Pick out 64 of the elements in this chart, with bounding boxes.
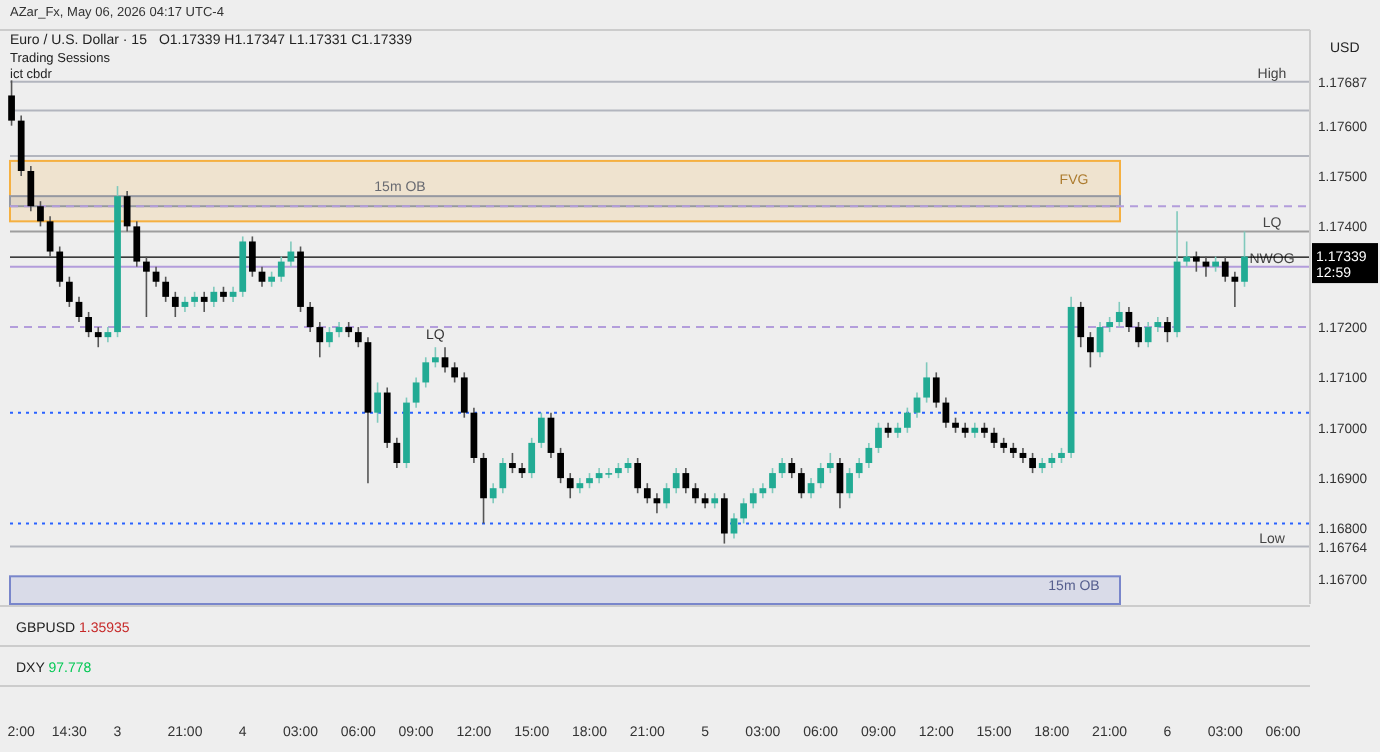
candlestick — [393, 437, 401, 469]
candlestick — [904, 406, 911, 434]
candlestick — [1077, 301, 1085, 349]
candlestick — [1029, 452, 1036, 474]
candlestick — [123, 190, 131, 233]
candlestick — [692, 482, 699, 505]
candlestick — [634, 457, 642, 495]
candlestick — [1164, 316, 1171, 343]
candlestick — [865, 442, 873, 469]
candlestick — [432, 346, 439, 369]
candlestick — [730, 512, 738, 540]
candlestick — [162, 275, 170, 303]
candlestick — [1241, 230, 1248, 288]
candlestick — [94, 326, 102, 349]
candlestick — [451, 361, 459, 384]
candlestick — [682, 467, 690, 495]
candlestick — [1115, 301, 1123, 328]
candlestick — [306, 301, 314, 333]
candlestick — [846, 467, 853, 500]
candlestick — [489, 482, 497, 505]
candlestick — [528, 437, 536, 479]
candlestick — [720, 492, 728, 545]
candlestick — [778, 457, 786, 479]
candlestick — [326, 326, 333, 349]
candlestick — [566, 472, 574, 500]
candlestick — [8, 79, 15, 127]
candlestick — [200, 291, 208, 313]
candlestick — [412, 376, 420, 409]
candlestick — [27, 165, 35, 213]
candlestick — [210, 285, 218, 308]
candlestick — [277, 255, 285, 283]
candlestick — [923, 361, 930, 404]
candlestick — [537, 411, 545, 449]
candlestick — [499, 457, 507, 495]
candlestick — [557, 447, 564, 484]
candlestick — [316, 321, 324, 359]
candlestick — [65, 275, 73, 308]
candlestick — [817, 462, 825, 489]
candlestick — [1135, 321, 1142, 349]
candlestick — [788, 457, 796, 479]
candlestick — [374, 381, 381, 424]
candlestick — [460, 371, 468, 419]
candlestick — [171, 291, 179, 318]
candlestick — [1183, 240, 1191, 268]
candlestick — [875, 421, 882, 454]
candlestick — [672, 467, 680, 495]
candlestick — [798, 467, 805, 500]
candlestick — [37, 200, 44, 228]
candlestick — [509, 452, 516, 474]
candlestick — [1087, 331, 1094, 369]
candlestick — [1144, 321, 1152, 349]
candlestick — [749, 487, 757, 510]
candlestick — [855, 457, 863, 479]
candlestick — [643, 482, 651, 505]
candlestick — [663, 482, 670, 510]
candlestick — [769, 467, 776, 495]
candlestick — [740, 497, 747, 525]
candlestick — [480, 452, 487, 525]
candlestick — [85, 311, 92, 338]
candlestick — [932, 371, 940, 409]
candlestick — [354, 326, 362, 349]
candlestick — [826, 452, 834, 474]
candlestick — [1231, 270, 1239, 308]
candlestick — [422, 356, 430, 389]
